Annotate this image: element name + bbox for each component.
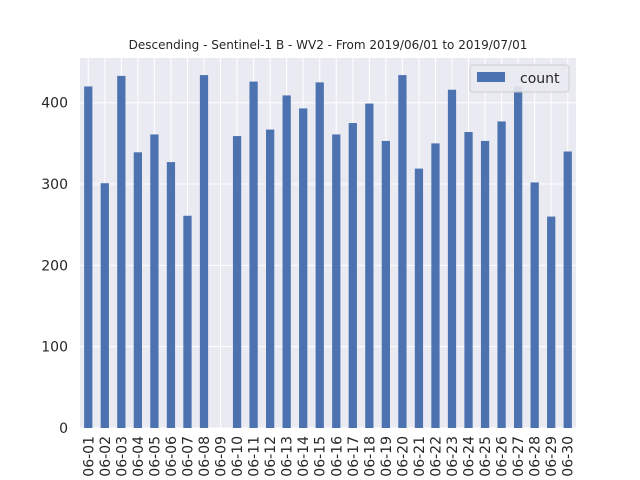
bar-06-10 <box>232 136 242 429</box>
x-tick-label: 06-26 <box>495 436 511 477</box>
bar-06-22 <box>431 143 440 428</box>
x-tick-label: 06-24 <box>462 436 478 477</box>
legend-swatch <box>477 72 505 82</box>
bar-06-14 <box>299 108 308 429</box>
bar-06-17 <box>348 123 357 429</box>
bar-06-13 <box>282 95 291 429</box>
bar-06-21 <box>414 168 424 429</box>
x-tick-label: 06-12 <box>263 436 279 477</box>
bar-06-03 <box>117 75 126 428</box>
bar-06-25 <box>480 140 490 428</box>
x-tick-label: 06-10 <box>230 436 246 477</box>
legend-label: count <box>520 71 560 87</box>
x-tick-label: 06-20 <box>395 436 411 477</box>
x-tick-label: 06-17 <box>346 436 362 477</box>
x-tick-label: 06-19 <box>379 436 395 477</box>
bar-06-15 <box>315 82 324 429</box>
x-tick-label: 06-16 <box>329 436 345 477</box>
x-tick-label: 06-15 <box>313 436 329 477</box>
bar-06-18 <box>365 103 374 429</box>
legend: count <box>469 64 570 93</box>
bar-06-26 <box>497 121 506 428</box>
x-tick-label: 06-14 <box>296 436 312 477</box>
x-tick-label: 06-03 <box>114 436 130 477</box>
bars <box>84 75 572 429</box>
y-tick-label: 400 <box>41 96 68 112</box>
x-tick-label: 06-30 <box>561 436 577 477</box>
bar-06-27 <box>514 86 523 428</box>
bar-06-05 <box>150 134 159 428</box>
legend-box <box>469 64 570 93</box>
x-tick-label: 06-06 <box>164 436 180 477</box>
bar-06-04 <box>133 152 142 429</box>
x-tick-label: 06-25 <box>478 436 494 477</box>
bar-06-30 <box>563 151 572 428</box>
y-tick-label: 200 <box>41 258 68 274</box>
x-tick-label: 06-11 <box>247 436 263 477</box>
bar-06-19 <box>381 140 390 428</box>
x-axis-ticks: 06-01 06-02 06-03 06-04 06-05 06-06 06-07 06-08… <box>81 436 576 477</box>
x-tick-label: 06-02 <box>98 436 114 477</box>
bar-06-23 <box>447 89 457 428</box>
y-tick-label: 100 <box>41 340 68 356</box>
bar-06-06 <box>166 162 176 429</box>
x-tick-label: 06-13 <box>280 436 296 477</box>
bar-06-08 <box>199 75 209 429</box>
x-tick-label: 06-18 <box>362 436 378 477</box>
bar-06-20 <box>398 75 407 429</box>
bar-06-16 <box>332 134 341 428</box>
bar-06-01 <box>84 86 93 428</box>
x-tick-label: 06-27 <box>511 436 527 477</box>
bar-06-11 <box>249 81 258 428</box>
bar-06-28 <box>530 182 539 428</box>
plot-area <box>80 58 576 428</box>
x-tick-label: 06-23 <box>445 436 461 477</box>
y-axis-ticks: 0 100 200 300 400 <box>41 96 68 437</box>
bar-06-12 <box>266 129 275 429</box>
x-tick-label: 06-05 <box>147 436 163 477</box>
bar-06-24 <box>464 132 473 428</box>
x-tick-label: 06-28 <box>528 436 544 477</box>
x-tick-label: 06-29 <box>544 436 560 477</box>
chart-title: Descending - Sentinel-1 B - WV2 - From 2… <box>129 38 528 52</box>
bar-06-29 <box>547 216 556 428</box>
x-tick-label: 06-01 <box>81 436 97 477</box>
x-tick-label: 06-21 <box>412 436 428 477</box>
x-tick-label: 06-08 <box>197 436 213 477</box>
x-tick-label: 06-07 <box>180 436 196 477</box>
y-tick-label: 0 <box>59 421 68 437</box>
bar-06-02 <box>100 183 109 428</box>
y-tick-label: 300 <box>41 177 68 193</box>
x-tick-label: 06-22 <box>428 436 444 477</box>
x-tick-label: 06-09 <box>214 436 230 477</box>
x-tick-label: 06-04 <box>131 436 147 477</box>
bar-06-07 <box>183 215 192 428</box>
